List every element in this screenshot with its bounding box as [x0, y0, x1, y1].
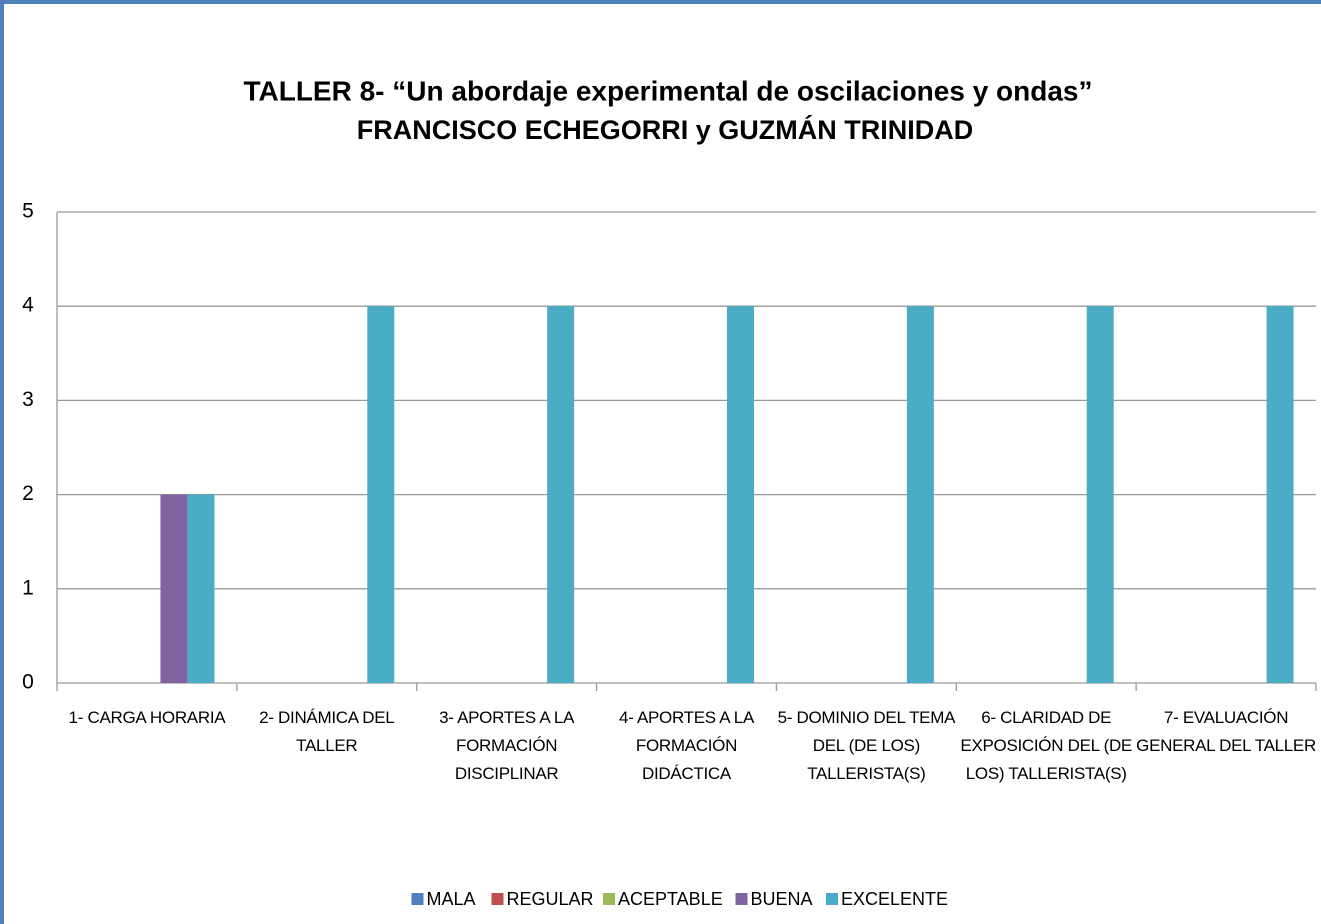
- x-tick-label: 2- DINÁMICA DEL TALLER: [259, 708, 395, 755]
- legend-label: EXCELENTE: [841, 889, 948, 909]
- chart-title: TALLER 8- “Un abordaje experimental de o…: [243, 75, 1092, 106]
- bar: [1266, 306, 1294, 683]
- chart-subtitle: FRANCISCO ECHEGORRI y GUZMÁN TRINIDAD: [357, 114, 974, 145]
- legend-label: ACEPTABLE: [618, 889, 723, 909]
- x-tick-label: 7- EVALUACIÓN GENERAL DEL TALLER: [1136, 708, 1316, 755]
- y-tick-label: 2: [22, 482, 34, 505]
- x-tick-label: 3- APORTES A LA FORMACIÓN DISCIPLINAR: [439, 708, 575, 783]
- y-tick-label: 1: [22, 576, 34, 599]
- bar: [906, 306, 934, 683]
- x-tick-label: 1- CARGA HORARIA: [68, 708, 226, 727]
- legend-swatch: [735, 893, 748, 905]
- bar: [160, 494, 188, 683]
- legend-label: MALA: [427, 889, 476, 909]
- y-tick-label: 3: [22, 388, 34, 411]
- bar: [547, 306, 575, 683]
- legend-label: BUENA: [751, 889, 813, 909]
- legend-swatch: [411, 893, 424, 905]
- y-tick-label: 5: [22, 200, 34, 223]
- x-tick-label: 6- CLARIDAD DE EXPOSICIÓN DEL (DE LOS) T…: [960, 708, 1132, 783]
- legend-label: REGULAR: [507, 889, 594, 909]
- bar: [727, 306, 754, 683]
- legend-swatch: [826, 893, 838, 905]
- legend-swatch: [491, 893, 504, 905]
- bar: [187, 494, 215, 683]
- y-tick-label: 0: [22, 671, 34, 694]
- legend-swatch: [603, 893, 615, 905]
- x-tick-label: 5- DOMINIO DEL TEMA DEL (DE LOS) TALLERI…: [777, 708, 956, 783]
- x-tick-label: 4- APORTES A LA FORMACIÓN DIDÁCTICA: [618, 708, 754, 783]
- bar: [367, 306, 395, 683]
- y-tick-label: 4: [22, 294, 34, 317]
- bar: [1086, 306, 1114, 683]
